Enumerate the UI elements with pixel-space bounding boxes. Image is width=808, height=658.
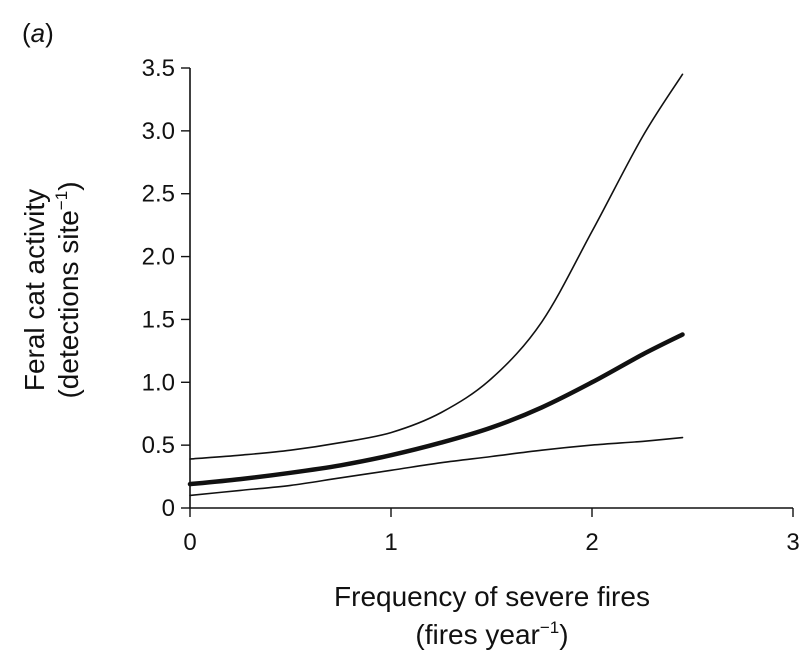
y-tick-label: 1.5 [142, 306, 175, 333]
y-tick-label: 1.0 [142, 369, 175, 396]
x-tick-label: 3 [786, 529, 799, 556]
y-tick-label: 0.5 [142, 432, 175, 459]
x-tick-labels: 0 1 2 3 [183, 529, 799, 556]
series-line-estimate [187, 332, 685, 487]
y-axis-title: Feral cat activity [19, 189, 50, 391]
y-tick-label: 2.0 [142, 244, 175, 271]
x-tick-label: 1 [384, 529, 397, 556]
panel-label: (a) [22, 18, 54, 48]
y-axis-unit: (detections site−1) [52, 181, 84, 398]
x-axis-title: Frequency of severe fires [334, 581, 650, 612]
x-tick-label: 0 [183, 529, 196, 556]
x-axis-unit: (fires year−1) [415, 618, 568, 650]
series-group [187, 73, 685, 497]
series-line-upper-ci [189, 73, 684, 460]
y-tick-label: 3.5 [142, 55, 175, 82]
y-tick-label: 3.0 [142, 118, 175, 145]
y-tick-label: 0 [162, 495, 175, 522]
y-tick-label: 2.5 [142, 181, 175, 208]
x-tick-label: 2 [585, 529, 598, 556]
y-tick-labels: 0 0.5 1.0 1.5 2.0 2.5 3.0 3.5 [142, 55, 175, 522]
series-line-lower-ci [189, 436, 684, 497]
axes [181, 67, 794, 517]
